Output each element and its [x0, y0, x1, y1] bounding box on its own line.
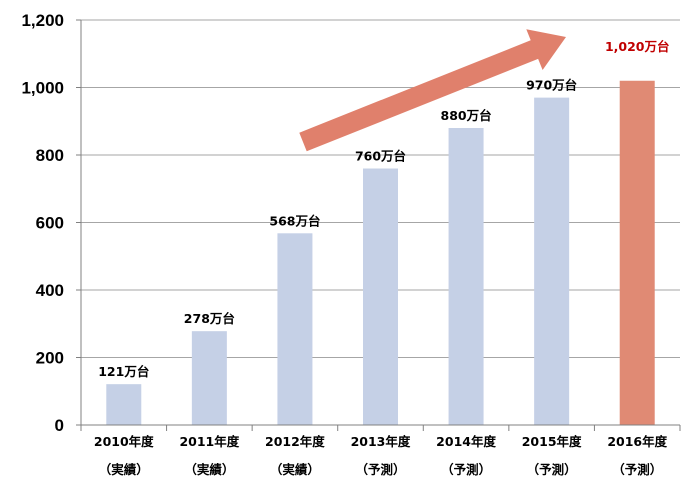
- data-label: 970万台: [526, 78, 577, 93]
- data-label: 760万台: [355, 149, 406, 164]
- bar: [191, 331, 227, 425]
- data-label: 1,020万台: [605, 39, 670, 54]
- y-tick-label: 0: [55, 416, 64, 435]
- x-category-year: 2011年度: [179, 434, 239, 449]
- x-category-note: （予測）: [441, 462, 491, 477]
- trend-arrow: [299, 29, 566, 152]
- x-category-note: （実績）: [184, 462, 234, 477]
- data-label: 121万台: [98, 364, 149, 379]
- axes: [76, 19, 681, 431]
- y-axis-ticks: 0 200 400 600 800 1,000 1,200: [21, 11, 64, 435]
- bar: [277, 233, 313, 425]
- x-category-note: （予測）: [527, 462, 577, 477]
- x-category-note: （予測）: [612, 462, 662, 477]
- bars: [106, 80, 655, 425]
- data-label: 568万台: [269, 213, 320, 228]
- y-tick-label: 1,000: [21, 79, 64, 98]
- y-tick-label: 800: [36, 146, 64, 165]
- x-category-year: 2015年度: [522, 434, 582, 449]
- x-axis-categories: 2010年度 （実績） 2011年度 （実績） 2012年度 （実績） 2013年度 （予測）…: [94, 434, 668, 477]
- x-category-year: 2013年度: [351, 434, 411, 449]
- data-label: 880万台: [441, 108, 492, 123]
- y-tick-label: 200: [36, 349, 64, 368]
- data-labels: 121万台 278万台 568万台 760万台 880万台 970万台 1,020万台: [98, 39, 669, 379]
- bar: [534, 97, 570, 425]
- x-category-year: 2016年度: [607, 434, 667, 449]
- x-category-year: 2012年度: [265, 434, 325, 449]
- x-category-note: （予測）: [355, 462, 405, 477]
- bar: [363, 168, 398, 425]
- bar: [448, 128, 484, 425]
- x-category-year: 2010年度: [94, 434, 154, 449]
- x-category-note: （実績）: [99, 462, 149, 477]
- y-tick-label: 1,200: [21, 11, 64, 30]
- bar: [619, 80, 655, 425]
- x-category-year: 2014年度: [436, 434, 496, 449]
- y-tick-label: 400: [36, 281, 64, 300]
- trend-arrow-shape: [299, 29, 566, 152]
- data-label: 278万台: [184, 311, 235, 326]
- x-category-note: （実績）: [270, 462, 320, 477]
- bar: [106, 384, 142, 425]
- y-tick-label: 600: [36, 214, 64, 233]
